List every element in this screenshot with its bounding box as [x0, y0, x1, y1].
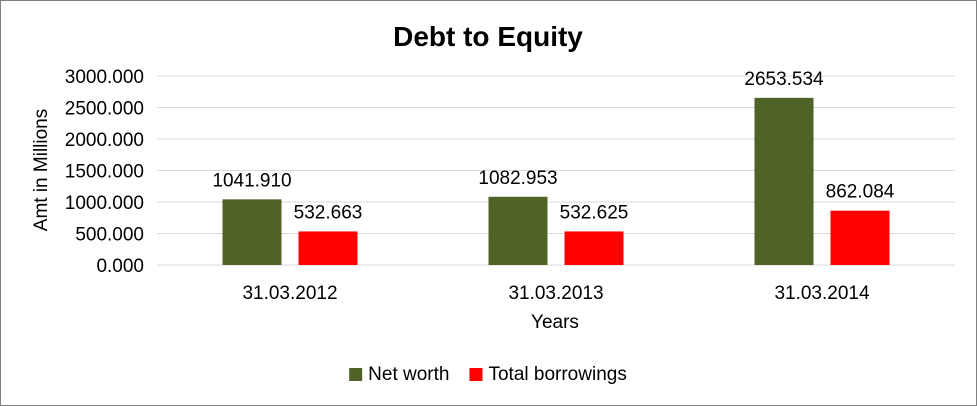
- y-tick-label: 2500.000: [65, 99, 144, 120]
- bar: [754, 97, 814, 265]
- y-tick-label: 500.000: [75, 225, 144, 246]
- y-tick-label: 0.000: [96, 256, 144, 277]
- gridlines: [157, 75, 955, 266]
- y-axis-label: Amt in Millions: [31, 109, 52, 231]
- y-tick-label: 3000.000: [65, 67, 144, 88]
- data-label: 2653.534: [744, 69, 824, 90]
- bar: [830, 210, 890, 265]
- legend-item: Total borrowings: [469, 364, 627, 385]
- legend-label: Net worth: [368, 364, 449, 385]
- x-axis-label: Years: [531, 312, 579, 333]
- data-label: 532.625: [560, 202, 629, 223]
- bar: [488, 196, 548, 265]
- legend-label: Total borrowings: [488, 364, 626, 385]
- x-tick-label: 31.03.2013: [508, 283, 603, 304]
- legend: Net worth Total borrowings: [349, 364, 627, 385]
- bar: [564, 231, 624, 265]
- legend-swatch: [469, 368, 483, 381]
- x-tick-label: 31.03.2014: [774, 283, 870, 304]
- x-tick-label: 31.03.2012: [242, 283, 337, 304]
- legend-item: Net worth: [349, 364, 449, 385]
- y-tick-label: 1500.000: [65, 162, 144, 183]
- data-label: 532.663: [294, 202, 363, 223]
- chart-title: Debt to Equity: [393, 21, 583, 52]
- bar: [298, 231, 358, 265]
- data-label: 862.084: [826, 182, 895, 203]
- legend-swatch: [349, 368, 363, 381]
- bar: [222, 199, 282, 265]
- y-tick-label: 2000.000: [65, 130, 144, 151]
- y-tick-label: 1000.000: [65, 193, 144, 214]
- data-label: 1041.910: [212, 170, 291, 191]
- data-label: 1082.953: [478, 168, 557, 189]
- y-axis-ticks: 0.000 500.000 1000.000 1500.000 2000.000 2500…: [65, 67, 144, 277]
- x-axis-ticks: 31.03.2012 31.03.2013 31.03.2014: [242, 283, 870, 304]
